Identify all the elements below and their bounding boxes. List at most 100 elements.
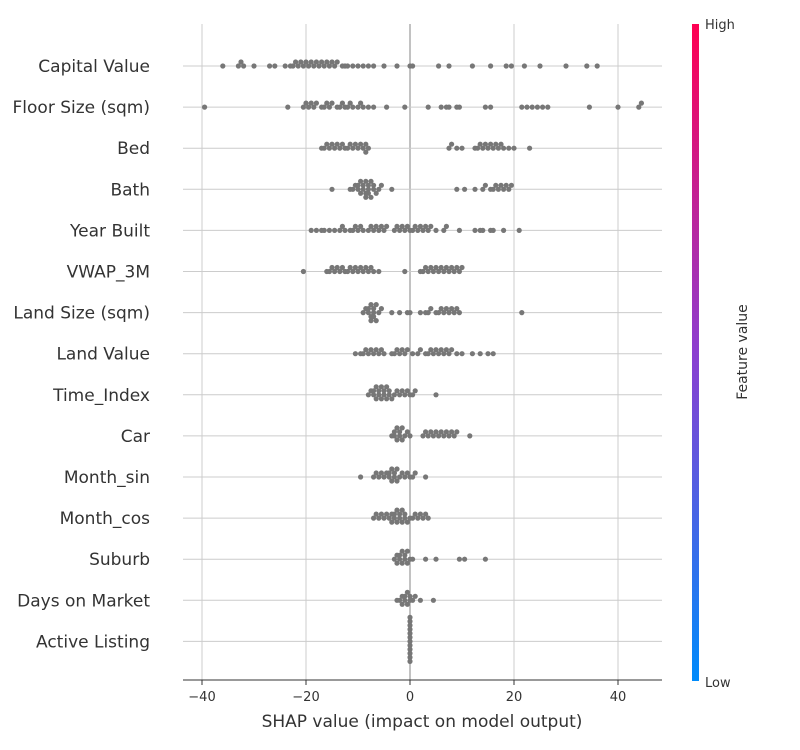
shap-point	[384, 384, 390, 390]
shap-point	[381, 515, 387, 521]
shap-point	[477, 351, 483, 357]
shap-point	[490, 145, 496, 151]
shap-point	[636, 104, 642, 110]
shap-point	[326, 104, 332, 110]
shap-point	[391, 556, 397, 562]
shap-point	[339, 264, 345, 271]
shap-point	[363, 141, 369, 147]
shap-point	[334, 59, 340, 65]
shap-point	[303, 59, 309, 65]
shap-point	[441, 268, 447, 275]
shap-point	[347, 141, 353, 147]
shap-point	[407, 650, 413, 657]
shap-point	[410, 515, 416, 521]
shap-point	[394, 347, 400, 353]
shap-point	[402, 556, 408, 562]
shap-point	[365, 310, 371, 316]
shap-point	[394, 519, 400, 525]
shap-point	[454, 429, 460, 435]
shap-point	[363, 347, 369, 353]
shap-point	[339, 100, 345, 106]
shap-point	[376, 515, 382, 521]
shap-point	[306, 63, 312, 69]
shap-point	[402, 392, 408, 398]
shap-point	[441, 351, 447, 357]
plot-points	[202, 59, 645, 665]
shap-point	[298, 59, 304, 65]
shap-point	[337, 145, 343, 151]
shap-point	[235, 63, 241, 69]
shap-point	[373, 347, 379, 353]
shap-point	[404, 470, 410, 476]
shap-point	[412, 223, 418, 229]
x-tick-label: 0	[406, 690, 414, 705]
shap-point	[311, 104, 317, 110]
shap-point	[352, 141, 358, 147]
colorbar-title: Feature value	[735, 304, 751, 400]
shap-point	[459, 145, 465, 151]
shap-point	[475, 145, 481, 151]
shap-point	[365, 145, 371, 151]
shap-point	[459, 264, 465, 271]
shap-point	[402, 597, 408, 603]
shap-point	[368, 178, 374, 184]
shap-point	[371, 63, 377, 69]
shap-point	[399, 560, 405, 566]
shap-point	[399, 548, 405, 554]
shap-point	[402, 433, 408, 439]
shap-point	[360, 351, 366, 357]
shap-point	[524, 104, 530, 110]
shap-point	[376, 351, 382, 357]
shap-point	[485, 351, 491, 357]
shap-point	[321, 227, 327, 233]
shap-point	[430, 351, 436, 357]
shap-point	[446, 104, 452, 110]
shap-point	[428, 264, 434, 271]
shap-point	[386, 392, 392, 398]
feature-label: Month_cos	[60, 509, 151, 529]
shap-point	[438, 264, 444, 271]
shap-point	[404, 347, 410, 353]
shap-point	[506, 186, 512, 192]
shap-point	[423, 264, 429, 271]
shap-point	[503, 182, 509, 188]
shap-point	[404, 388, 410, 394]
shap-point	[386, 388, 392, 394]
feature-label: Floor Size (sqm)	[13, 98, 150, 118]
shap-point	[488, 141, 494, 147]
shap-point	[425, 268, 431, 275]
shap-point	[342, 227, 348, 233]
shap-point	[412, 593, 418, 599]
x-tick-label: −20	[292, 690, 319, 705]
shap-point	[534, 104, 541, 110]
shap-point	[394, 388, 400, 394]
shap-point	[394, 223, 400, 229]
shap-point	[378, 470, 384, 476]
shap-point	[251, 63, 257, 69]
shap-point	[373, 384, 379, 390]
shap-point	[313, 59, 319, 65]
shap-point	[451, 310, 457, 316]
shap-point	[399, 519, 405, 525]
feature-label: Month_sin	[64, 468, 150, 488]
shap-point	[332, 268, 338, 275]
shap-point	[326, 63, 332, 69]
shap-point	[329, 264, 335, 271]
shap-point	[391, 433, 397, 439]
shap-point	[402, 268, 408, 275]
shap-point	[378, 182, 384, 188]
shap-point	[472, 186, 478, 192]
shap-point	[480, 145, 486, 151]
shap-point	[516, 227, 522, 233]
shap-point	[433, 264, 439, 271]
shap-point	[519, 310, 525, 316]
shap-point	[508, 63, 514, 69]
shap-point	[202, 104, 208, 110]
shap-point	[368, 302, 374, 308]
shap-point	[407, 433, 413, 439]
shap-point	[371, 306, 377, 312]
shap-point	[329, 141, 335, 147]
shap-point	[402, 351, 408, 357]
shap-point	[425, 104, 431, 110]
shap-point	[334, 264, 340, 271]
